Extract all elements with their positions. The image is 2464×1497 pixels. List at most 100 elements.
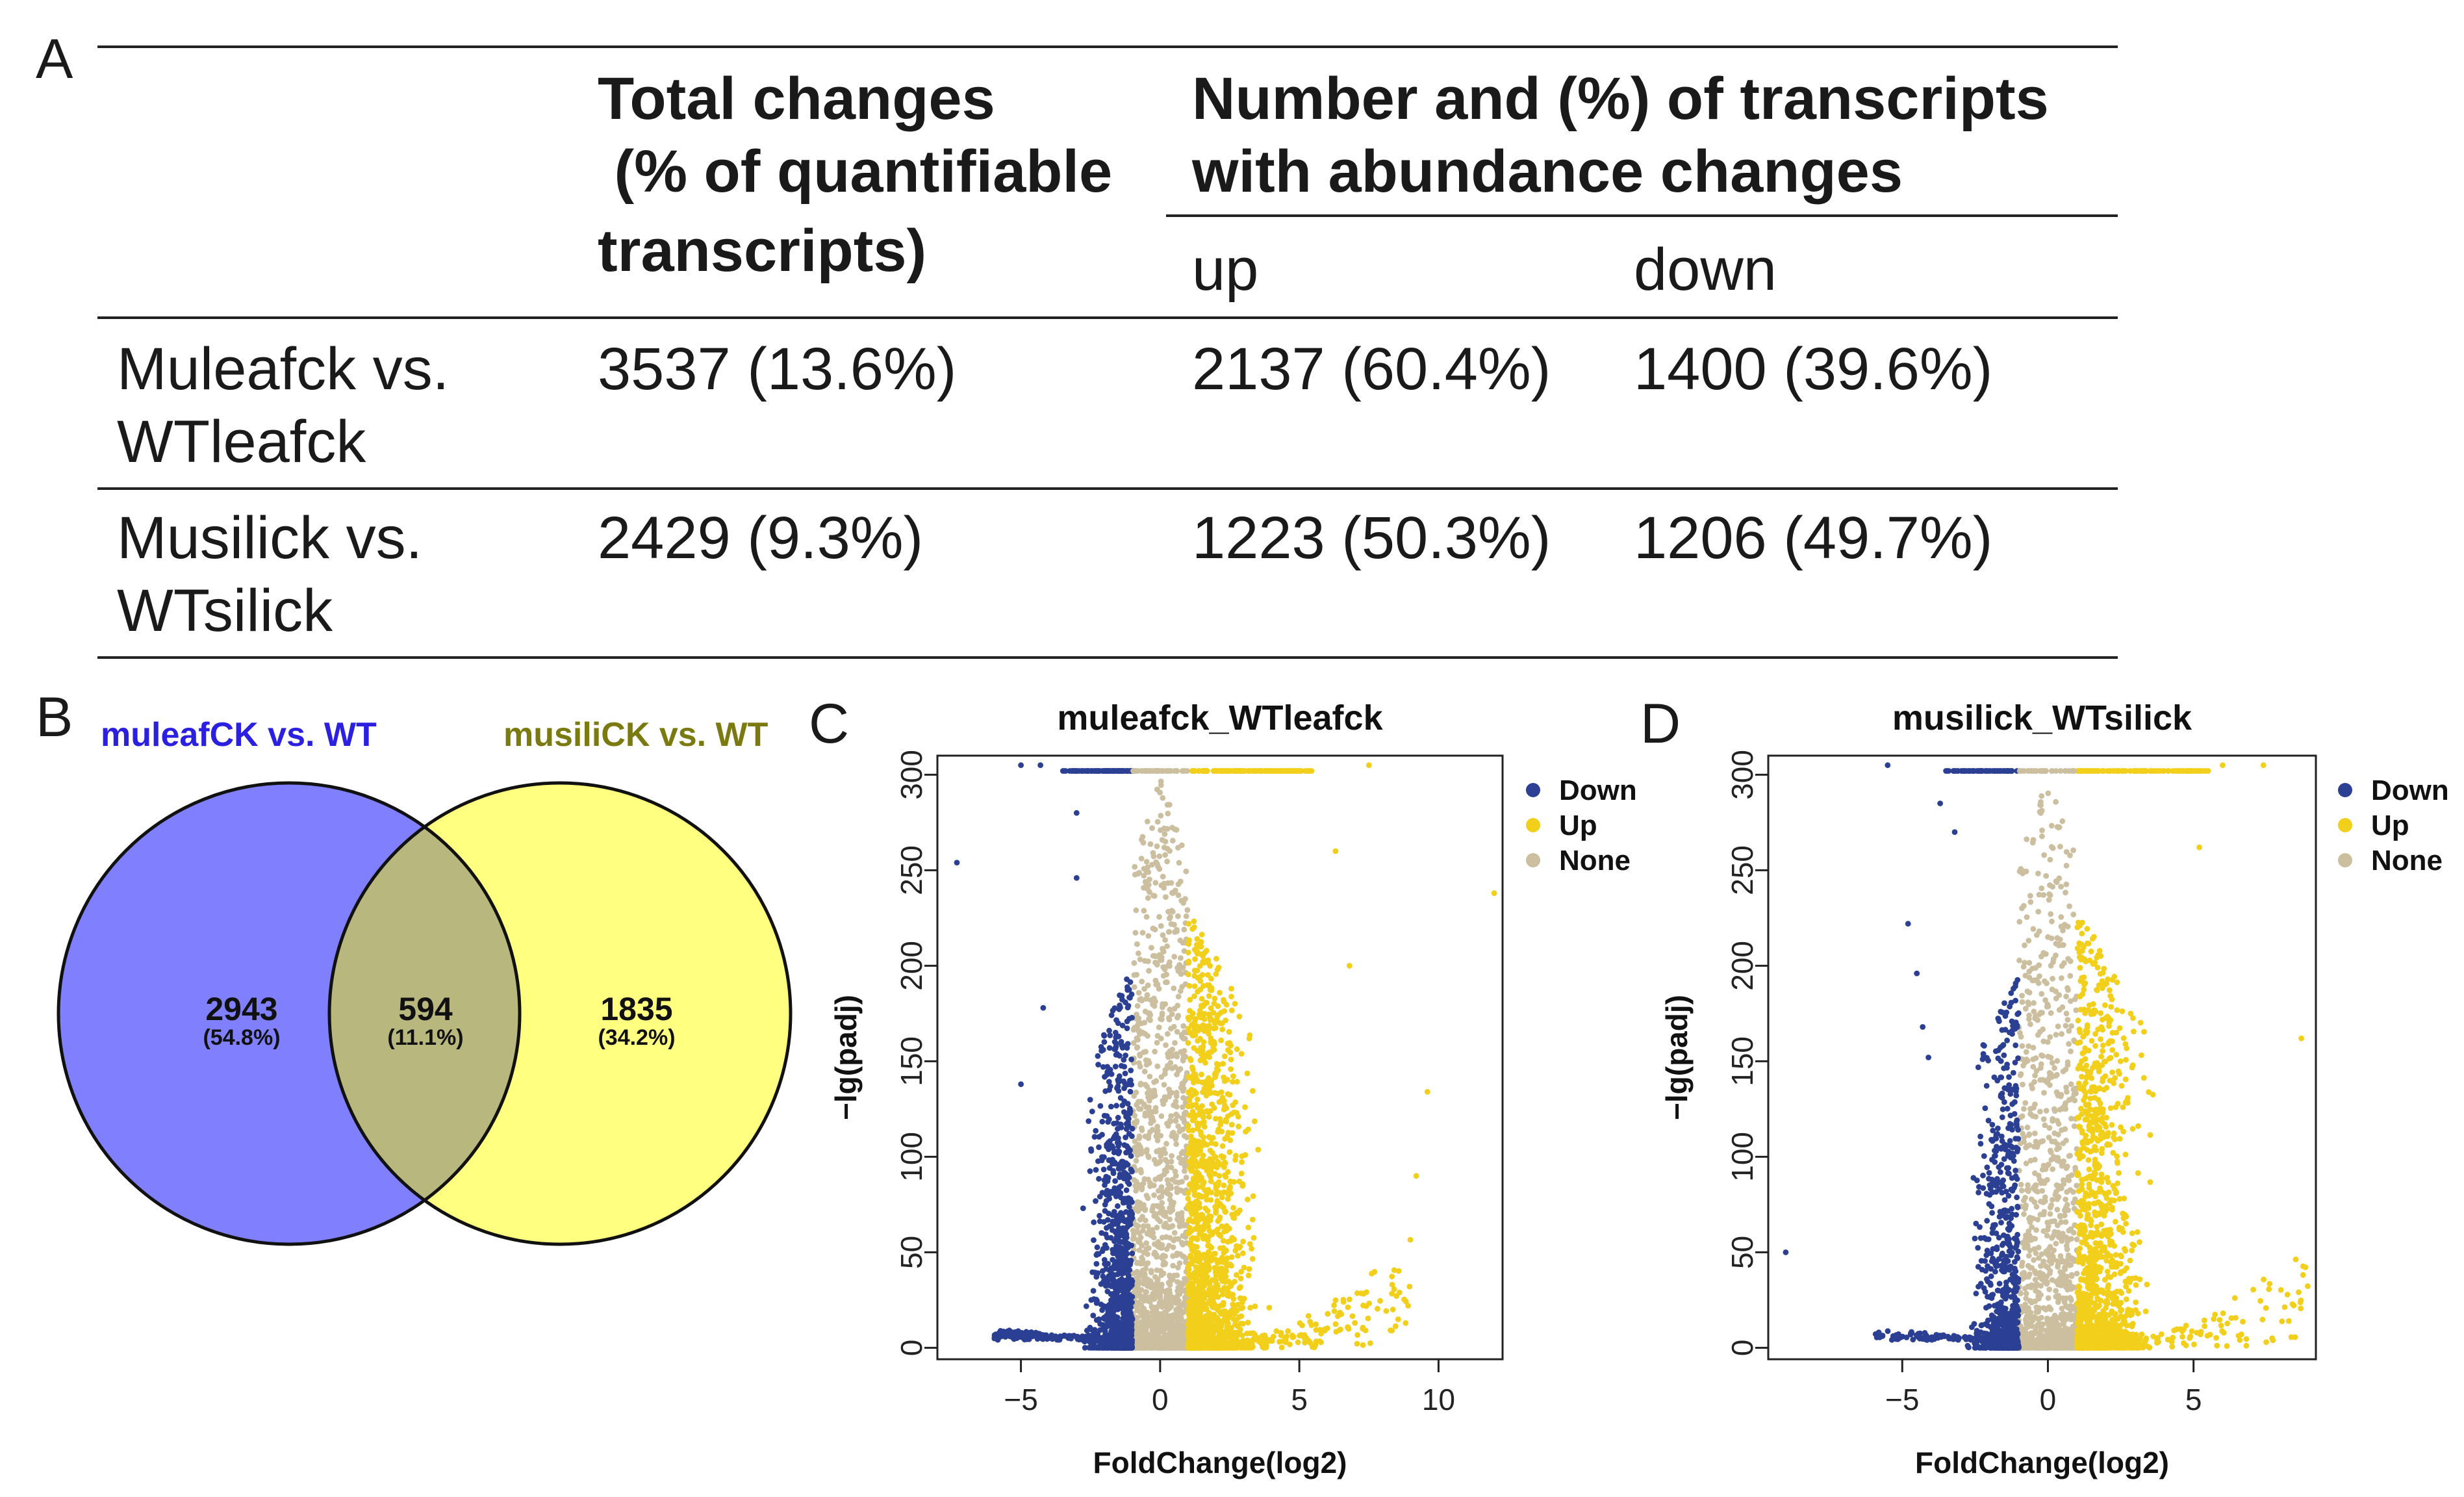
volcano-c-point-up — [1215, 1158, 1221, 1165]
volcano-c-point-none — [1151, 1344, 1158, 1351]
volcano-c-point-down — [1116, 1225, 1122, 1231]
volcano-c-point-none — [1156, 1290, 1162, 1296]
volcano-c-point-none — [1153, 1078, 1160, 1084]
volcano-c-point-up — [1278, 1333, 1284, 1338]
volcano-c-point-down — [1017, 1332, 1022, 1338]
volcano-c-point-none — [1160, 768, 1166, 774]
volcano-c-point-down — [1122, 1345, 1128, 1351]
volcano-c-point-none — [1146, 1097, 1152, 1104]
volcano-c-point-up — [1229, 1281, 1235, 1286]
volcano-c-point-none — [1173, 1252, 1180, 1259]
volcano-c-point-up — [1200, 1345, 1206, 1351]
volcano-c-point-up — [1225, 1344, 1231, 1351]
volcano-c-point-up — [1226, 1333, 1232, 1340]
volcano-c-point-up — [1228, 1331, 1235, 1337]
volcano-c-point-down — [1117, 1218, 1123, 1223]
volcano-c-point-none — [1143, 880, 1150, 887]
volcano-c-point-up — [1200, 1344, 1206, 1350]
volcano-c-point-down — [1123, 1187, 1130, 1194]
volcano-c-point-down — [1123, 1292, 1128, 1298]
volcano-c-point-down — [1121, 1303, 1127, 1309]
volcano-c-point-down — [1127, 1325, 1134, 1331]
volcano-c-point-up — [1214, 1201, 1221, 1208]
volcano-c-point-up — [1187, 1319, 1193, 1325]
volcano-c-point-up — [1233, 1329, 1239, 1336]
volcano-c-point-none — [1175, 1212, 1181, 1218]
volcano-c-point-none — [1141, 1338, 1148, 1345]
volcano-c-point-up — [1191, 1324, 1197, 1330]
volcano-c-point-none — [1147, 1183, 1153, 1189]
volcano-c-point-down — [1115, 1138, 1121, 1144]
volcano-c-point-up — [1217, 1201, 1223, 1207]
volcano-c-point-up — [1186, 1272, 1192, 1278]
volcano-c-point-up — [1186, 1016, 1192, 1023]
volcano-c-point-up — [1289, 768, 1296, 774]
volcano-c-point-up — [1220, 1299, 1226, 1306]
volcano-c-point-none — [1141, 1323, 1147, 1329]
volcano-c-point-none — [1150, 1118, 1156, 1124]
volcano-c-point-down — [1120, 1233, 1126, 1239]
volcano-c-point-up — [1193, 1298, 1200, 1303]
volcano-c-point-none — [1139, 1344, 1146, 1350]
volcano-c-point-down — [1124, 984, 1130, 990]
volcano-c-point-up — [1199, 1014, 1204, 1019]
volcano-c-point-none — [1162, 1342, 1168, 1349]
volcano-c-point-none — [1167, 1209, 1173, 1215]
volcano-c-point-down — [1114, 1340, 1121, 1346]
volcano-c-point-down — [1040, 1336, 1046, 1342]
volcano-c-point-none — [1178, 1214, 1185, 1220]
volcano-c-point-none — [1132, 1222, 1139, 1228]
volcano-c-point-up — [1186, 1266, 1192, 1272]
volcano-c-point-none — [1133, 1320, 1139, 1325]
volcano-c-point-up — [1206, 1114, 1212, 1120]
volcano-c-point-down — [1123, 1342, 1129, 1348]
volcano-c-point-up — [1365, 1315, 1371, 1322]
volcano-c-point-none — [1183, 960, 1189, 966]
volcano-c-point-up — [1200, 1344, 1206, 1350]
volcano-c-point-up — [1405, 1303, 1412, 1309]
volcano-c-point-up — [1198, 1345, 1204, 1351]
volcano-c-point-up — [1193, 1343, 1200, 1350]
volcano-c-point-down — [1121, 1337, 1126, 1343]
volcano-c-point-down — [1117, 1331, 1124, 1338]
volcano-c-point-none — [1142, 1082, 1149, 1088]
volcano-c-point-none — [1183, 1344, 1189, 1350]
volcano-c-point-none — [1164, 1177, 1171, 1183]
volcano-c-point-down — [1116, 1345, 1122, 1351]
volcano-c-point-none — [1136, 1027, 1142, 1034]
volcano-c-point-none — [1160, 795, 1166, 801]
volcano-c-point-up — [1203, 1344, 1210, 1351]
volcano-c-point-none — [1134, 1260, 1140, 1266]
volcano-c-point-none — [1172, 1334, 1178, 1340]
volcano-c-point-none — [1170, 1324, 1176, 1329]
volcano-c-point-down — [1117, 1344, 1124, 1351]
volcano-c-point-down — [1116, 1249, 1123, 1255]
volcano-c-point-up — [1203, 1269, 1210, 1275]
volcano-c-point-down — [1118, 1229, 1124, 1235]
volcano-c-point-none — [1145, 1341, 1152, 1348]
volcano-c-point-down — [1099, 1307, 1105, 1313]
volcano-c-point-none — [1167, 1216, 1173, 1223]
volcano-c-point-down — [1108, 1344, 1114, 1350]
volcano-c-point-none — [1173, 1334, 1180, 1340]
volcano-c-point-none — [1181, 1119, 1188, 1125]
volcano-c-point-none — [1152, 1288, 1158, 1294]
volcano-c-point-none — [1139, 1342, 1145, 1349]
volcano-c-point-up — [1191, 1256, 1197, 1262]
volcano-c-point-down — [1119, 1102, 1126, 1108]
volcano-c-point-up — [1192, 1309, 1199, 1315]
volcano-c-point-up — [1208, 1344, 1214, 1351]
volcano-c-point-down — [1118, 1286, 1124, 1293]
volcano-c-point-down — [1106, 1273, 1112, 1279]
volcano-c-point-none — [1162, 1309, 1167, 1316]
volcano-c-point-none — [1180, 1056, 1186, 1062]
volcano-c-point-none — [1176, 1316, 1182, 1323]
volcano-c-point-none — [1172, 1344, 1178, 1351]
volcano-c-point-none — [1133, 1343, 1139, 1350]
volcano-c-point-down — [1125, 1337, 1132, 1343]
volcano-c-point-up — [1203, 1344, 1209, 1351]
volcano-c-point-down — [1115, 1283, 1121, 1290]
volcano-c-point-down — [1111, 1342, 1118, 1349]
volcano-c-y-tick-label: 250 — [895, 845, 928, 895]
volcano-c-point-up — [1212, 1326, 1217, 1333]
